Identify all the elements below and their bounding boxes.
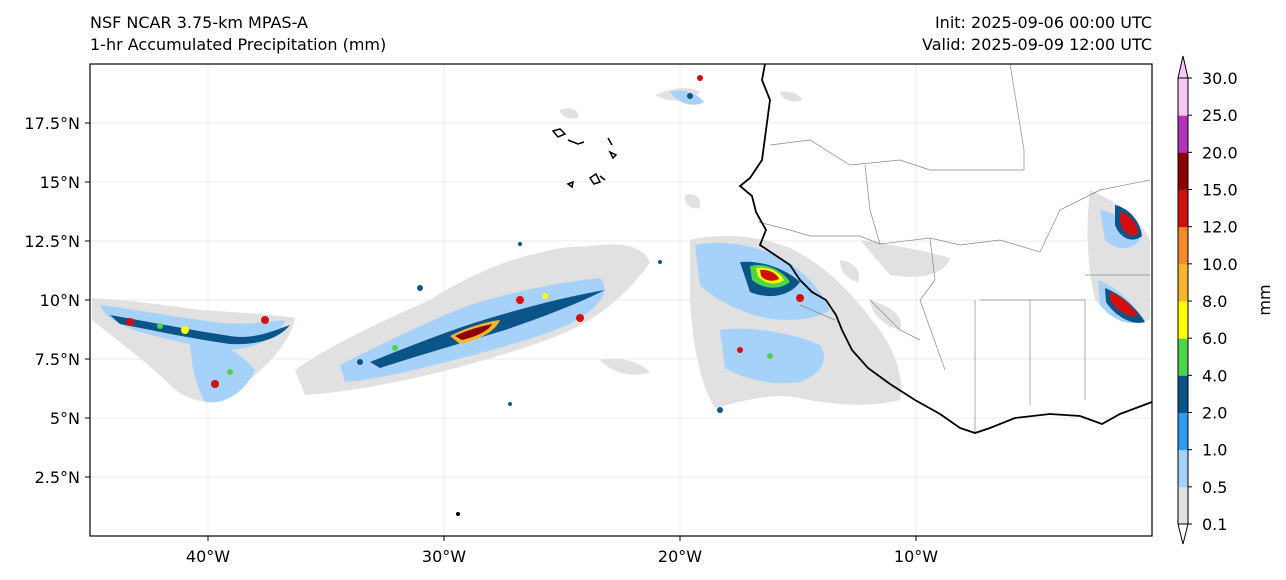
colorbar-level-label: 20.0 bbox=[1202, 143, 1238, 162]
map-features bbox=[92, 64, 1152, 516]
intense-precip-cores bbox=[450, 212, 1138, 344]
colorbar-segment bbox=[1178, 152, 1188, 190]
colorbar-level-label: 0.5 bbox=[1202, 478, 1227, 497]
convective-cells bbox=[126, 75, 804, 516]
title-block: NSF NCAR 3.75-km MPAS-A 1-hr Accumulated… bbox=[90, 12, 386, 56]
lat-tick-label: 17.5°N bbox=[24, 114, 80, 133]
lat-tick-label: 2.5°N bbox=[35, 468, 80, 487]
lon-tick-label: 30°W bbox=[422, 547, 466, 566]
colorbar-level-label: 8.0 bbox=[1202, 292, 1227, 311]
colorbar-level-label: 1.0 bbox=[1202, 441, 1227, 460]
longitude-axis: 40°W 30°W 20°W 10°W bbox=[186, 536, 938, 566]
lat-tick-label: 7.5°N bbox=[35, 350, 80, 369]
colorbar-level-label: 0.1 bbox=[1202, 515, 1227, 534]
lat-tick-label: 15°N bbox=[40, 173, 80, 192]
colorbar-segment bbox=[1178, 301, 1188, 339]
colorbar-unit-label: mm bbox=[1255, 284, 1274, 315]
field-title: 1-hr Accumulated Precipitation (mm) bbox=[90, 35, 387, 54]
cape-verde-islands bbox=[551, 128, 618, 189]
colorbar-segment bbox=[1178, 375, 1188, 413]
time-block: Init: 2025-09-06 00:00 UTC Valid: 2025-0… bbox=[922, 12, 1152, 56]
model-title: NSF NCAR 3.75-km MPAS-A bbox=[90, 13, 308, 32]
colorbar-level-label: 6.0 bbox=[1202, 329, 1227, 348]
colorbar-level-label: 15.0 bbox=[1202, 181, 1238, 200]
lon-tick-label: 20°W bbox=[658, 547, 702, 566]
colorbar-level-label: 30.0 bbox=[1202, 69, 1238, 88]
african-coastline bbox=[738, 64, 1152, 434]
colorbar-min-extend bbox=[1177, 523, 1189, 545]
latitude-axis: 2.5°N 5°N 7.5°N 10°N 12.5°N 15°N 17.5°N bbox=[24, 114, 90, 487]
country-borders bbox=[757, 64, 1151, 432]
colorbar-segment bbox=[1178, 449, 1188, 488]
colorbar-level-label: 10.0 bbox=[1202, 255, 1238, 274]
colorbar-segment bbox=[1178, 338, 1188, 376]
lon-tick-label: 10°W bbox=[894, 547, 938, 566]
colorbar-segment bbox=[1178, 78, 1188, 116]
init-time: Init: 2025-09-06 00:00 UTC bbox=[934, 13, 1152, 32]
colorbar-segment bbox=[1178, 189, 1188, 228]
lat-tick-label: 10°N bbox=[40, 291, 80, 310]
colorbar-level-label: 4.0 bbox=[1202, 366, 1227, 385]
colorbar-segment bbox=[1178, 263, 1188, 302]
colorbar-max-extend bbox=[1177, 55, 1189, 79]
colorbar bbox=[1177, 55, 1189, 545]
lat-tick-label: 5°N bbox=[50, 409, 80, 428]
colorbar-segment bbox=[1178, 226, 1188, 265]
colorbar-labels: 0.1 0.5 1.0 2.0 4.0 6.0 8.0 10.0 12.0 15.0 20.0 25.… bbox=[1188, 69, 1238, 534]
valid-time: Valid: 2025-09-09 12:00 UTC bbox=[921, 35, 1152, 54]
colorbar-segment bbox=[1178, 486, 1188, 525]
colorbar-level-label: 2.0 bbox=[1202, 404, 1227, 423]
colorbar-segment bbox=[1178, 412, 1188, 451]
colorbar-segment bbox=[1178, 115, 1188, 153]
colorbar-level-label: 25.0 bbox=[1202, 106, 1238, 125]
lon-tick-label: 40°W bbox=[186, 547, 230, 566]
lat-tick-label: 12.5°N bbox=[24, 232, 80, 251]
colorbar-level-label: 12.0 bbox=[1202, 218, 1238, 237]
